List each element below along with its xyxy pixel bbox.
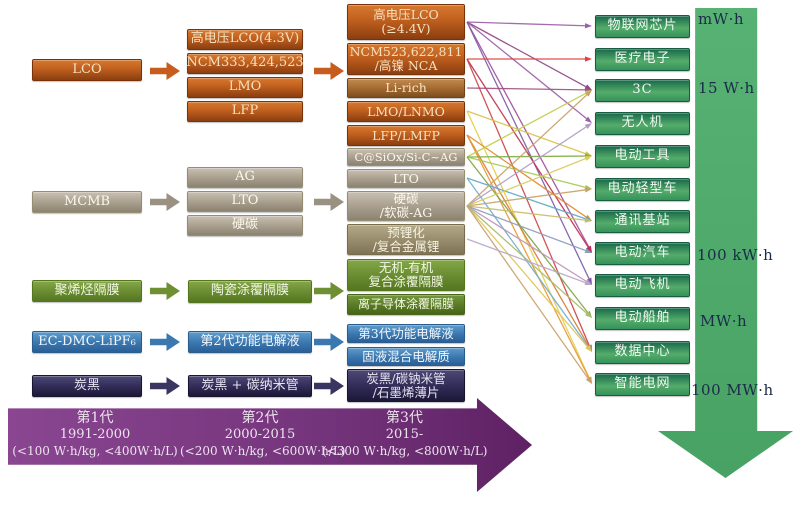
scale-label-mwh: mW·h [698, 10, 745, 28]
generation-3-label: 第3代 2015- (<300 W·h/kg, <800W·h/L) [322, 409, 488, 460]
hard-carbon-box: 硬碳 [187, 215, 303, 236]
lto-gen3-box: LTO [347, 169, 465, 188]
ncm523-nca-box: NCM523,622,811 /高镍 NCA [347, 43, 465, 75]
hv-lco-44v-box: 高电压LCO (≥4.4V) [347, 4, 465, 40]
gen2-years: 2000-2015 [224, 427, 296, 443]
app-3c: 3C [595, 79, 690, 102]
gen2-electrolyte-box: 第2代功能电解液 [188, 331, 312, 353]
c-siox-si-c-ag-box: C@SiOx/Si-C~AG [347, 148, 465, 166]
scale-label-mwh2: MW·h [700, 312, 748, 330]
gen2-density: (<200 W·h/kg, <600W·h/L) [180, 444, 346, 459]
lfp-box: LFP [187, 101, 303, 122]
lmo-lnmo-box: LMO/LNMO [347, 101, 465, 122]
lco-box: LCO [32, 59, 142, 81]
app-smart-grid: 智能电网 [595, 373, 690, 396]
app-base-station: 通讯基站 [595, 210, 690, 233]
ion-conductor-separator-box: 离子导体涂覆隔膜 [347, 294, 465, 315]
app-electric-ship: 电动船舶 [595, 307, 690, 330]
generation-1-label: 第1代 1991-2000 (<100 W·h/kg, <400W·h/L) [10, 409, 180, 460]
carbon-black-box: 炭黑 [32, 375, 142, 397]
ceramic-coated-separator-box: 陶瓷涂覆隔膜 [188, 280, 312, 303]
app-drone: 无人机 [595, 112, 690, 135]
hard-soft-carbon-ag-box: 硬碳 /软碳-AG [347, 191, 465, 221]
scale-label-100kwh: 100 kW·h [697, 246, 774, 264]
mcmb-box: MCMB [32, 191, 142, 213]
carbon-black-cnt-box: 炭黑 + 碳纳米管 [188, 375, 312, 397]
lto-gen2-box: LTO [187, 191, 303, 212]
gen3-name: 第3代 [386, 410, 423, 426]
scale-label-100mwh: 100 MW·h [691, 381, 774, 399]
scale-label-15wh: 15 W·h [698, 79, 755, 97]
app-light-ev: 电动轻型车 [595, 178, 690, 201]
solid-liquid-electrolyte-box: 固液混合电解质 [347, 347, 465, 366]
ag-box: AG [187, 167, 303, 188]
gen2-name: 第2代 [241, 410, 279, 426]
lmo-box: LMO [187, 77, 303, 98]
gen1-years: 1991-2000 [59, 427, 131, 443]
gen3-electrolyte-box: 第3代功能电解液 [347, 324, 465, 343]
gen1-density: (<100 W·h/kg, <400W·h/L) [12, 444, 178, 459]
li-rich-box: Li-rich [347, 78, 465, 98]
gen3-density: (<300 W·h/kg, <800W·h/L) [322, 444, 488, 459]
gen3-years: 2015- [385, 427, 424, 443]
app-iot-chip: 物联网芯片 [595, 15, 690, 38]
ec-dmc-lipf6-box: EC-DMC-LiPF₆ [32, 331, 142, 353]
carbon-black-cnt-graphene-box: 炭黑/碳钠米管 /石墨烯薄片 [347, 369, 465, 402]
app-electric-aircraft: 电动飞机 [595, 274, 690, 297]
hv-lco-43v-box: 高电压LCO(4.3V) [187, 29, 303, 50]
gen1-name: 第1代 [76, 410, 114, 426]
inorganic-organic-separator-box: 无机-有机 复合涂覆隔膜 [347, 259, 465, 291]
app-medical-electronics: 医疗电子 [595, 48, 690, 71]
app-data-center: 数据中心 [595, 341, 690, 364]
generation-2-label: 第2代 2000-2015 (<200 W·h/kg, <600W·h/L) [180, 409, 346, 460]
prelithiation-li-metal-box: 预锂化 /复合金属锂 [347, 224, 465, 255]
lfp-lmfp-box: LFP/LMFP [347, 125, 465, 146]
app-power-tools: 电动工具 [595, 145, 690, 168]
polyolefin-separator-box: 聚烯烃隔膜 [32, 280, 142, 302]
ncm333-box: NCM333,424,523 [186, 53, 304, 74]
app-electric-vehicle: 电动汽车 [595, 242, 690, 265]
